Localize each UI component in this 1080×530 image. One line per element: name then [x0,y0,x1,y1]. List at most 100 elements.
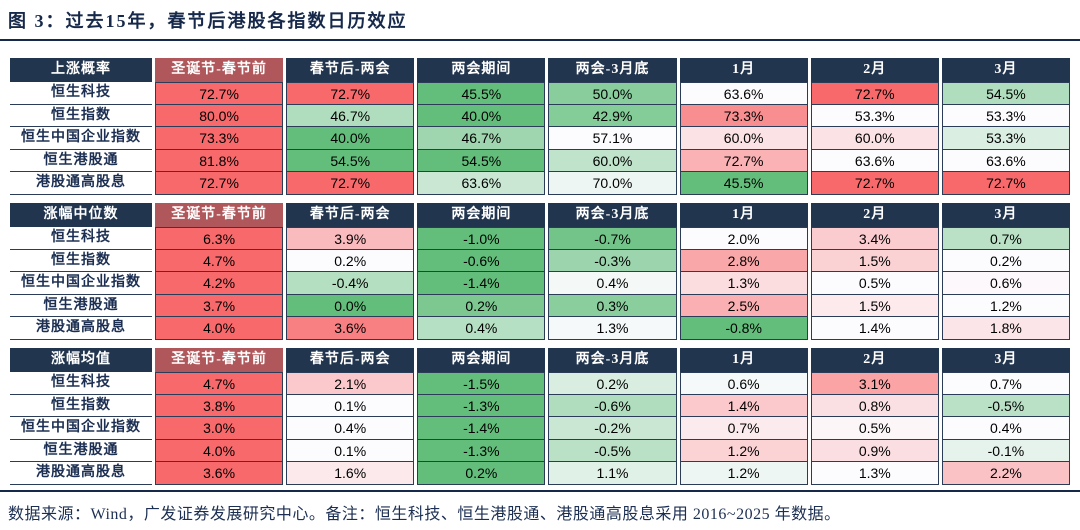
value-cell: 80.0% [155,104,284,128]
value-cell: -0.7% [548,226,677,250]
column-header: 圣诞节-春节前 [155,202,284,227]
column-header: 两会-3月底 [548,202,677,227]
value-cell: 0.0% [286,294,415,318]
value-cell: 0.7% [941,226,1070,250]
value-cell: 73.3% [679,104,808,128]
row-label: 恒生中国企业指数 [10,127,152,150]
value-cell: 0.4% [286,417,415,440]
footer-divider [0,490,1080,492]
value-cell: 0.8% [810,394,939,418]
value-cell: 63.6% [417,172,546,195]
column-header: 圣诞节-春节前 [155,58,284,82]
value-cell: 54.5% [417,149,546,173]
value-cell: 4.7% [155,249,284,273]
column-header: 春节后-两会 [286,347,415,372]
column-header: 两会期间 [417,58,546,82]
column-header: 3月 [941,58,1070,82]
value-cell: -0.6% [417,249,546,273]
row-label: 恒生科技 [10,82,152,105]
value-cell: 3.9% [286,226,415,250]
value-cell: 0.2% [417,294,546,318]
value-cell: 81.8% [155,149,284,173]
value-cell: 1.4% [810,317,939,340]
row-label: 恒生港股通 [10,295,152,318]
value-cell: 4.2% [155,272,284,295]
value-cell: 1.5% [810,294,939,318]
column-header: 1月 [679,58,808,82]
value-cell: 50.0% [548,82,677,105]
value-cell: 2.2% [941,462,1070,485]
value-cell: 3.6% [155,462,284,485]
value-cell: 1.3% [810,462,939,485]
value-cell: 1.6% [286,462,415,485]
value-cell: 72.7% [810,172,939,195]
row-label: 恒生科技 [10,227,152,250]
value-cell: 1.2% [679,462,808,485]
value-cell: 3.7% [155,294,284,318]
value-cell: -1.3% [417,394,546,418]
value-cell: -0.5% [548,439,677,463]
value-cell: 2.0% [679,226,808,250]
value-cell: 0.4% [548,272,677,295]
value-cell: 72.7% [286,172,415,195]
value-cell: 60.0% [810,127,939,150]
value-cell: 54.5% [941,82,1070,105]
column-header: 1月 [679,347,808,372]
value-cell: -1.4% [417,417,546,440]
value-cell: 3.1% [810,371,939,395]
table-title: 涨幅中位数 [10,202,152,227]
value-cell: 6.3% [155,226,284,250]
value-cell: 72.7% [679,149,808,173]
row-label: 港股通高股息 [10,317,152,340]
value-cell: 0.1% [286,394,415,418]
value-cell: 63.6% [810,149,939,173]
value-cell: 72.7% [155,172,284,195]
column-header: 2月 [810,58,939,82]
value-cell: 0.5% [810,272,939,295]
value-cell: 63.6% [679,82,808,105]
value-cell: 2.1% [286,371,415,395]
value-cell: 42.9% [548,104,677,128]
value-cell: 1.3% [548,317,677,340]
row-label: 恒生中国企业指数 [10,417,152,440]
value-cell: 2.8% [679,249,808,273]
value-cell: 40.0% [417,104,546,128]
value-cell: 40.0% [286,127,415,150]
row-label: 恒生港股通 [10,150,152,173]
row-label: 恒生科技 [10,372,152,395]
column-header: 2月 [810,202,939,227]
value-cell: -0.4% [286,272,415,295]
value-cell: 1.3% [679,272,808,295]
value-cell: 72.7% [155,82,284,105]
value-cell: 72.7% [286,82,415,105]
value-cell: 0.2% [417,462,546,485]
value-cell: 3.0% [155,417,284,440]
column-header: 3月 [941,202,1070,227]
value-cell: 45.5% [679,172,808,195]
value-cell: 0.4% [417,317,546,340]
value-cell: 53.3% [810,104,939,128]
value-cell: 53.3% [941,127,1070,150]
title-divider [0,39,1080,41]
value-cell: 0.4% [941,417,1070,440]
value-cell: 0.6% [679,371,808,395]
value-cell: 0.2% [548,371,677,395]
value-cell: 46.7% [417,127,546,150]
value-cell: 4.0% [155,439,284,463]
value-cell: 1.2% [941,294,1070,318]
value-cell: 2.5% [679,294,808,318]
value-cell: 0.5% [810,417,939,440]
value-cell: 54.5% [286,149,415,173]
value-cell: -0.3% [548,249,677,273]
value-cell: 0.7% [941,371,1070,395]
row-label: 恒生指数 [10,105,152,128]
figure-title: 图 3：过去15年，春节后港股各指数日历效应 [8,11,408,31]
column-header: 1月 [679,202,808,227]
value-cell: 72.7% [941,172,1070,195]
value-cell: -1.4% [417,272,546,295]
table-title: 涨幅均值 [10,347,152,372]
row-label: 恒生指数 [10,250,152,273]
value-cell: 60.0% [548,149,677,173]
value-cell: 70.0% [548,172,677,195]
